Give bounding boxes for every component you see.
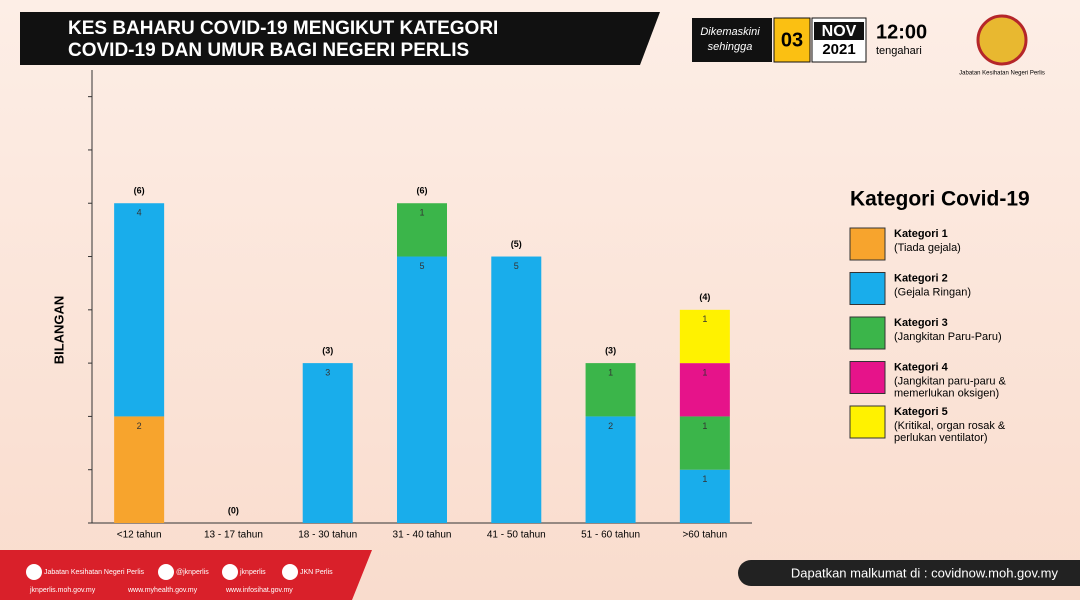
- legend-description: (Tiada gejala): [894, 242, 961, 254]
- x-tick-label: <12 tahun: [117, 530, 162, 541]
- legend-description: (Kritikal, organ rosak &: [894, 420, 1006, 432]
- social-handle: @jknperlis: [176, 569, 209, 576]
- footer-banner: [0, 550, 372, 600]
- social-icon: [222, 564, 238, 580]
- x-tick-label: >60 tahun: [682, 530, 727, 541]
- date-box: [692, 18, 772, 62]
- day: 03: [781, 29, 803, 51]
- legend-swatch: [849, 405, 886, 439]
- legend-description: (Jangkitan paru-paru &: [894, 375, 1007, 387]
- bar-segment: [302, 363, 353, 523]
- total-label: (4): [699, 292, 710, 302]
- bar-segment: [585, 363, 636, 417]
- total-label: (3): [605, 345, 616, 355]
- website: www.infosihat.gov.my: [225, 587, 293, 594]
- website: jknperlis.moh.gov.my: [29, 587, 96, 594]
- month-bg: [814, 22, 864, 40]
- segment-label: 1: [702, 314, 707, 324]
- legend-description: (Jangkitan Paru-Paru): [894, 331, 1002, 343]
- updated-label: Dikemaskini: [700, 26, 760, 38]
- title: COVID-19 DAN UMUR BAGI NEGERI PERLIS: [68, 40, 469, 61]
- agency: Jabatan Kesihatan Negeri Perlis: [959, 71, 1045, 77]
- legend-description: (Gejala Ringan): [894, 286, 971, 298]
- bar-segment: [114, 203, 165, 417]
- website: www.myhealth.gov.my: [127, 587, 198, 594]
- bar-segment: [679, 469, 730, 523]
- info: Dapatkan malkumat di : covidnow.moh.gov.…: [791, 565, 1059, 580]
- title: KES BAHARU COVID-19 MENGIKUT KATEGORI: [68, 18, 498, 39]
- year: 2021: [822, 41, 855, 58]
- bar-segment: [679, 416, 730, 470]
- bar-segment: [491, 256, 542, 523]
- social-handle: Jabatan Kesihatan Negeri Perlis: [44, 569, 145, 576]
- social-handle: JKN Perlis: [300, 569, 333, 576]
- time-note: tengahari: [876, 45, 922, 57]
- title-banner: [20, 12, 660, 65]
- legend-swatch: [849, 316, 886, 350]
- legend-swatch: [849, 361, 886, 394]
- month: NOV: [822, 23, 857, 40]
- legend-name: Kategori 1: [894, 228, 948, 240]
- x-tick-label: 51 - 60 tahun: [581, 530, 640, 541]
- legend-swatch: [849, 272, 886, 305]
- segment-label: 4: [137, 208, 142, 218]
- y-axis-label: BILANGAN: [51, 296, 66, 365]
- x-tick-label: 18 - 30 tahun: [298, 530, 357, 541]
- info-pill: [738, 560, 1080, 586]
- total-label: (6): [417, 186, 428, 196]
- updated-label: sehingga: [708, 41, 753, 53]
- social-icon: [26, 564, 42, 580]
- x-tick-label: 41 - 50 tahun: [487, 530, 546, 541]
- total-label: (5): [511, 239, 522, 249]
- legend-title: Kategori Covid-19: [850, 188, 1030, 211]
- social-handle: jknperlis: [239, 569, 266, 576]
- segment-label: 5: [514, 261, 519, 271]
- segment-label: 1: [419, 208, 424, 218]
- segment-label: 1: [702, 367, 707, 377]
- legend-description: perlukan ventilator): [894, 432, 988, 444]
- x-tick-label: 31 - 40 tahun: [393, 530, 452, 541]
- legend-name: Kategori 2: [894, 272, 948, 284]
- social-icon: [282, 564, 298, 580]
- bar-segment: [397, 203, 447, 257]
- total-label: (3): [322, 345, 333, 355]
- social-icon: [158, 564, 174, 580]
- bar-segment: [585, 416, 636, 523]
- bar-segment: [114, 416, 165, 523]
- day-box: [773, 17, 811, 63]
- legend-description: memerlukan oksigen): [894, 387, 999, 399]
- legend-name: Kategori 5: [894, 406, 948, 418]
- segment-label: 1: [702, 421, 707, 431]
- legend-name: Kategori 4: [894, 361, 949, 373]
- segment-label: 2: [608, 421, 613, 431]
- bar-segment: [397, 256, 447, 523]
- total-label: (0): [228, 505, 239, 515]
- legend-swatch: [849, 227, 886, 261]
- bar-segment: [679, 309, 730, 364]
- x-tick-label: 13 - 17 tahun: [204, 530, 263, 541]
- segment-label: 1: [608, 367, 613, 377]
- legend-name: Kategori 3: [894, 317, 948, 329]
- segment-label: 1: [702, 474, 707, 484]
- total-label: (6): [134, 186, 145, 196]
- segment-label: 5: [419, 261, 424, 271]
- segment-label: 2: [137, 421, 142, 431]
- crest: [976, 14, 1028, 66]
- segment-label: 3: [325, 367, 330, 377]
- bar-segment: [679, 363, 730, 417]
- time: 12:00: [876, 21, 927, 43]
